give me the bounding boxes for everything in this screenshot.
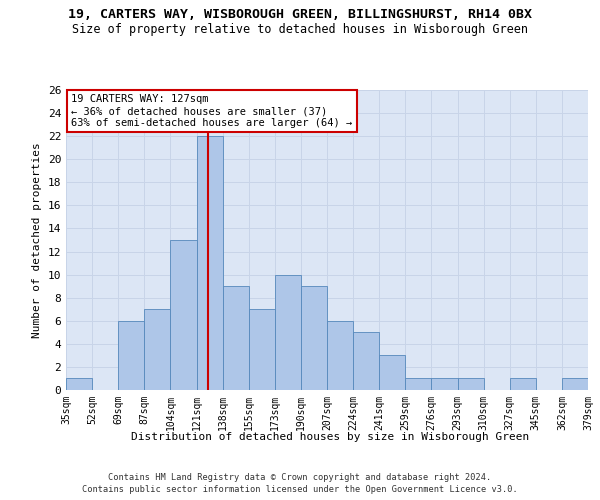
Bar (327, 321, 353, 390)
Text: Contains public sector information licensed under the Open Government Licence v3: Contains public sector information licen… (82, 485, 518, 494)
Text: 19, CARTERS WAY, WISBOROUGH GREEN, BILLINGSHURST, RH14 0BX: 19, CARTERS WAY, WISBOROUGH GREEN, BILLI… (68, 8, 532, 20)
Bar (562, 378, 588, 390)
Bar (197, 136, 223, 390)
Text: Contains HM Land Registry data © Crown copyright and database right 2024.: Contains HM Land Registry data © Crown c… (109, 472, 491, 482)
Bar (145, 309, 170, 390)
Text: 19 CARTERS WAY: 127sqm
← 36% of detached houses are smaller (37)
63% of semi-det: 19 CARTERS WAY: 127sqm ← 36% of detached… (71, 94, 352, 128)
Bar (406, 378, 431, 390)
Bar (249, 309, 275, 390)
Text: Distribution of detached houses by size in Wisborough Green: Distribution of detached houses by size … (131, 432, 529, 442)
Bar (170, 240, 197, 390)
Bar (379, 356, 406, 390)
Bar (66, 378, 92, 390)
Bar (118, 321, 145, 390)
Y-axis label: Number of detached properties: Number of detached properties (32, 142, 42, 338)
Text: Size of property relative to detached houses in Wisborough Green: Size of property relative to detached ho… (72, 22, 528, 36)
Bar (223, 286, 249, 390)
Bar (353, 332, 379, 390)
Bar (510, 378, 536, 390)
Bar (275, 274, 301, 390)
Bar (431, 378, 458, 390)
Bar (458, 378, 484, 390)
Bar (301, 286, 327, 390)
